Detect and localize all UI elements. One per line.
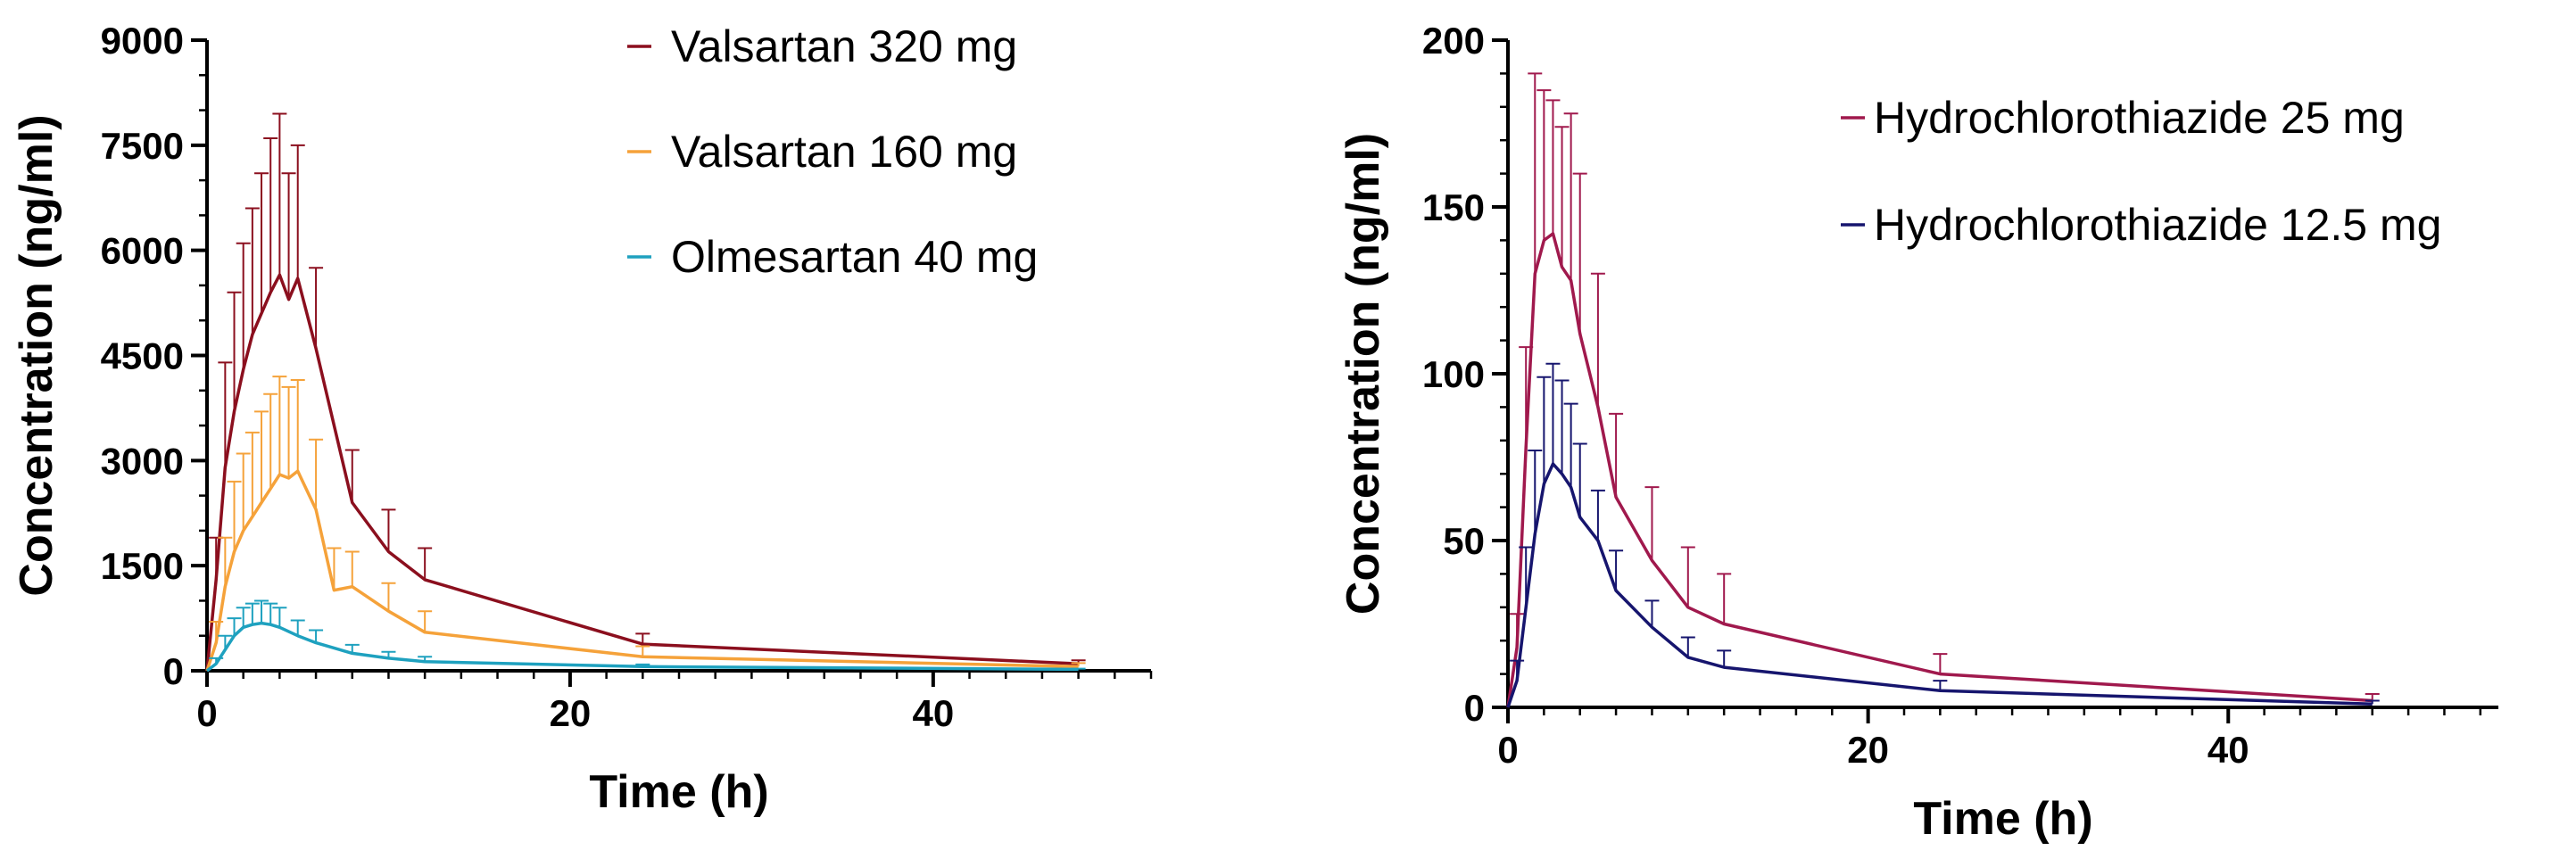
y-axis-title: Concentration (ng/ml) [1338,133,1389,615]
chart-1: 0 1500 3000 4500 6000 7500 9000 0 20 40 Time (h) Co… [11,20,1153,818]
series-line [205,621,1079,673]
series-2: Valsartan 160 mg [205,127,1086,672]
legend-label: Olmesartan 40 mg [671,232,1038,282]
chart-2: 0 50 100 150 200 0 20 40 Time (h) Concentration (… [1338,20,2498,845]
y-tick-label: 50 [1443,520,1485,562]
series-line [1506,232,2373,708]
series-line [205,469,1079,672]
y-tick-label: 6000 [101,230,184,272]
series-1: Valsartan 320 mg [205,21,1086,672]
legend-label: Valsartan 160 mg [671,127,1017,177]
y-tick-label: 150 [1422,186,1485,228]
legend-label: Valsartan 320 mg [671,21,1017,71]
series-1: Hydrochlorothiazide 25 mg [1506,72,2405,708]
series-line [1506,462,2373,708]
y-tick-label: 7500 [101,125,184,167]
series-2: Hydrochlorothiazide 12.5 mg [1506,200,2441,708]
x-tick-label: 0 [196,692,217,734]
x-axis-title: Time (h) [1913,793,2092,845]
series-3: Olmesartan 40 mg [205,232,1086,673]
x-tick-label: 20 [1847,729,1889,771]
y-tick-label: 200 [1422,20,1485,62]
legend-label: Hydrochlorothiazide 12.5 mg [1874,200,2441,250]
y-tick-label: 4500 [101,335,184,377]
y-tick-label: 0 [1464,687,1485,729]
y-axis-title: Concentration (ng/ml) [11,114,62,596]
x-tick-label: 20 [550,692,592,734]
y-tick-label: 100 [1422,353,1485,395]
series-line [205,273,1079,672]
legend-label: Hydrochlorothiazide 25 mg [1874,93,2405,143]
y-tick-label: 3000 [101,440,184,482]
x-tick-label: 40 [912,692,954,734]
x-tick-label: 0 [1497,729,1518,771]
x-axis-title: Time (h) [589,766,768,818]
y-tick-label: 9000 [101,20,184,62]
x-tick-label: 40 [2207,729,2249,771]
y-tick-label: 0 [163,650,184,692]
y-tick-label: 1500 [101,545,184,587]
